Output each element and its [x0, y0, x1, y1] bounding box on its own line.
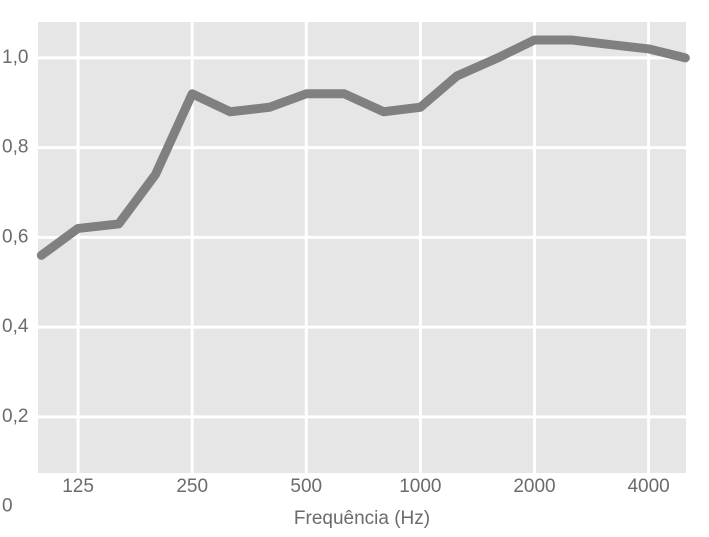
x-tick-label: 250	[176, 476, 208, 497]
data-line	[36, 35, 690, 260]
x-tick-label: 1000	[399, 476, 441, 497]
y-tick-label: 0,8	[2, 137, 28, 158]
y-tick-label: 0,4	[2, 316, 29, 337]
y-tick-label: 0	[2, 496, 13, 517]
x-tick-label: 4000	[627, 476, 669, 497]
x-tick-label: 125	[62, 476, 94, 497]
y-tick-label: 0,6	[2, 226, 28, 247]
x-axis-label: Frequência (Hz)	[294, 508, 430, 529]
plot-area	[38, 22, 686, 473]
y-tick-label: 0,2	[2, 406, 28, 427]
x-tick-label: 500	[290, 476, 322, 497]
x-tick-label: 2000	[513, 476, 555, 497]
y-tick-label: 1,0	[2, 47, 28, 68]
